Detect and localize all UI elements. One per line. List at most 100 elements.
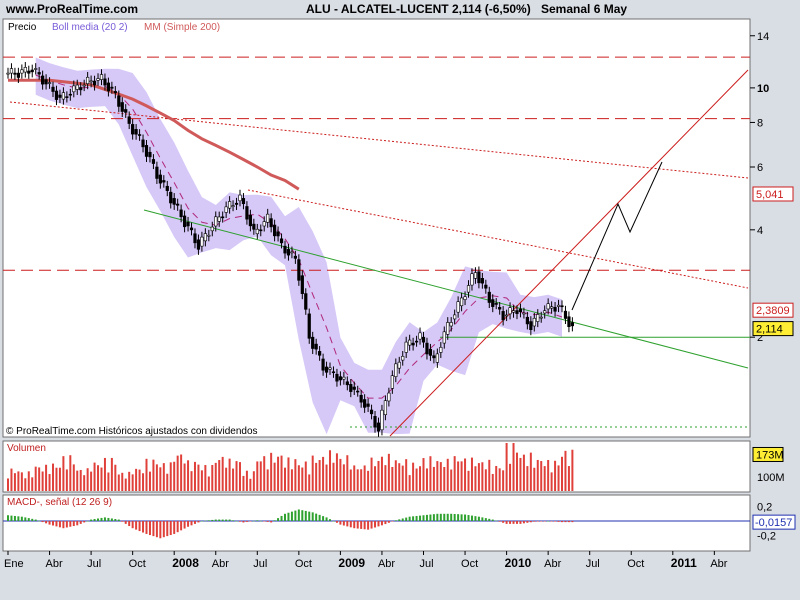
macd-bar [24,517,27,521]
x-tick-label: Ene [4,558,24,570]
volume-bar [495,465,498,491]
volume-bar [436,461,439,491]
macd-bar [374,521,377,528]
volume-bar [58,467,61,491]
volume-bar [235,461,238,491]
volume-bar [522,454,525,491]
volume-bar [252,471,255,491]
volume-bar [97,465,100,491]
candle-body [532,317,536,327]
candle-body [411,342,415,346]
candle-body [162,180,166,183]
macd-bar [7,515,9,521]
volume-bar [65,469,68,491]
volume-bar [571,449,574,491]
volume-bar [505,443,508,491]
candle-body [124,109,128,113]
macd-bar [190,521,193,526]
price-candles [6,62,574,437]
candle-body [241,198,246,205]
macd-bar [401,518,404,521]
macd-bar [13,515,16,521]
macd-bar [481,517,484,521]
volume-bar [567,466,570,491]
candle-body [68,93,72,96]
candle-body [189,227,194,231]
candle-body [345,381,349,386]
volume-bar [211,465,214,491]
volume-bar [259,461,262,491]
macd-bar [488,518,491,521]
candle-body [414,340,419,343]
volume-tick-label: 100M [757,472,785,484]
volume-bar [277,456,280,491]
macd-bar [249,521,252,522]
macd-bar [498,521,501,522]
red-rising-trendline [389,69,749,437]
macd-bar [135,521,138,530]
candle-body [363,399,367,408]
candle-body [314,343,318,350]
red-dotted-trendline-lower [247,189,749,289]
volume-bar [349,469,352,491]
macd-bar [367,521,370,530]
macd-bar [474,516,477,521]
volume-bar [273,462,276,491]
macd-bar [20,516,23,521]
macd-bar [394,520,397,521]
macd-bar [387,521,390,523]
candle-body [137,134,142,136]
candle-body [179,209,183,218]
candle-body [75,84,79,90]
macd-panel [2,494,751,552]
volume-bar [187,460,190,491]
macd-bar [252,520,255,522]
volume-bar [384,465,387,491]
site-name[interactable]: www.ProRealTime.com [6,2,139,16]
volume-bar [311,455,314,491]
price-tag-label: 5,041 [756,189,784,201]
candle-body [463,296,467,300]
volume-bar [197,464,200,491]
candle-body [331,371,336,374]
volume-bar [86,468,89,491]
volume-bar [329,450,332,491]
candle-body [328,367,332,370]
candle-body [110,86,114,89]
bollinger-band [35,57,562,435]
candle-body [484,284,488,289]
candle-body [228,201,232,209]
candle-body [352,386,356,390]
candle-body [446,322,450,335]
macd-bar [214,519,217,521]
volume-bar [52,463,55,491]
candle-body [515,310,519,314]
macd-bar [446,513,449,521]
macd-bar [477,516,480,521]
candle-body [252,223,256,230]
volume-bar [159,467,162,491]
candle-body [456,301,460,313]
volume-bar [117,474,120,491]
macd-bar [100,517,103,521]
candle-body [13,72,17,75]
macd-bar [221,519,224,521]
macd-bar [470,515,473,521]
macd-bar [484,518,487,521]
price-tag-box [752,321,794,337]
macd-bar [121,521,124,522]
macd-bar [515,521,518,524]
macd-bar [114,519,117,521]
macd-bar [335,521,338,523]
x-tick-label: Abr [46,558,63,570]
volume-bar [484,469,487,491]
candle-body [321,358,325,371]
volume-bar [502,470,505,491]
macd-bar [277,518,280,521]
candle-body [65,96,69,98]
candle-body [383,400,388,416]
x-tick-label: Jul [420,558,434,570]
volume-bar [225,467,228,491]
candle-body [6,72,10,75]
macd-bar [176,521,179,533]
